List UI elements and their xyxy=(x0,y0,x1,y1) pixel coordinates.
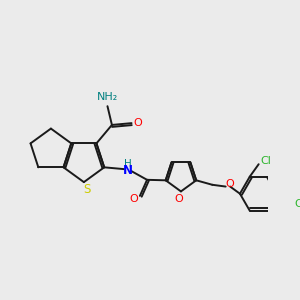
Text: O: O xyxy=(174,194,183,203)
Text: H: H xyxy=(124,159,131,169)
Text: NH₂: NH₂ xyxy=(97,92,118,102)
Text: Cl: Cl xyxy=(294,200,300,209)
Text: Cl: Cl xyxy=(260,156,271,166)
Text: O: O xyxy=(226,179,235,189)
Text: O: O xyxy=(134,118,142,128)
Text: O: O xyxy=(129,194,138,204)
Text: S: S xyxy=(83,183,90,196)
Text: N: N xyxy=(122,164,132,177)
